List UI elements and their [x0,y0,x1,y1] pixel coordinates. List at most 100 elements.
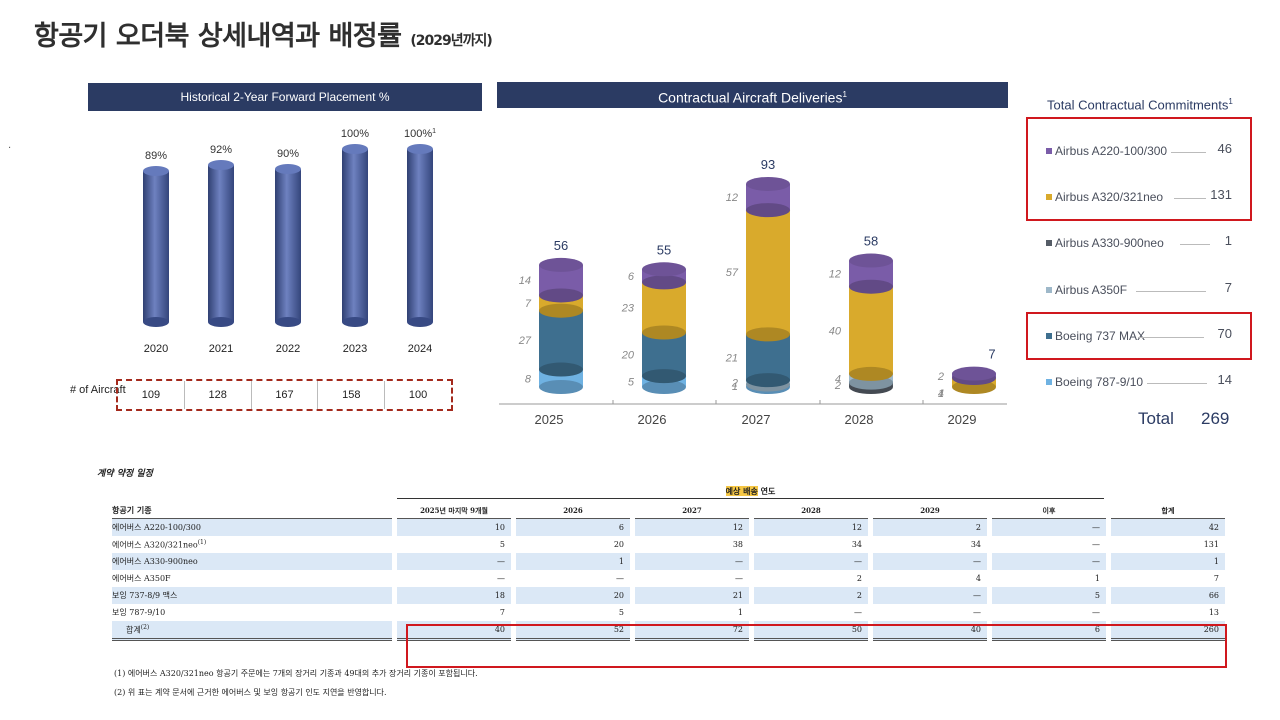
table-cell: 1 [1094,574,1100,583]
deliveries-title-sup: 1 [842,90,847,99]
commitment-swatch [1046,333,1052,339]
table-cell: — [1092,540,1100,549]
aircraft-count-label: # of Aircraft [70,384,126,396]
commitment-value: 46 [1217,141,1232,156]
schedule-header-model: 항공기 기종 [112,503,392,519]
commitment-leader-line [1174,198,1206,199]
delivery-segment-base [642,275,686,290]
schedule-title: 계약 약정 일정 [97,469,153,479]
delivery-segment-label: 40 [829,325,842,337]
delivery-segment-label: 57 [726,267,739,279]
schedule-header-cell: 2026 [516,503,630,519]
table-cell: 5 [618,608,624,617]
commitment-name: Boeing 737 MAX [1055,329,1146,343]
contractual-deliveries-chart: 8277145620255202365520261221571293202724… [499,157,1007,427]
delivery-tick-label: 2028 [845,412,874,427]
commitment-item: Airbus A220-100/300 46 [1046,141,1232,161]
delivery-segment-base [539,380,583,394]
aircraft-count-cell: 100 [408,389,428,401]
aircraft-count-cell: 128 [185,381,252,409]
commitment-swatch [1046,194,1052,200]
hist-tick-label: 2022 [276,343,300,355]
table-row: 에어버스 A220-100/300 10 6 12 12 2 — 42 [112,518,1225,536]
table-cell: 2 [873,518,987,536]
hist-bar-top [342,144,368,154]
schedule-header-cell: 이후 [992,503,1106,519]
delivery-tick-label: 2026 [638,412,667,427]
highlight-box-airbus [1026,117,1252,221]
commitment-value: 14 [1217,372,1232,387]
hist-bar-base [208,317,234,327]
row-model-name: 에어버스 A350F [112,574,171,583]
table-cell: 20 [516,587,630,604]
delivery-total-label: 58 [864,234,878,249]
table-cell: 1 [516,553,630,570]
page-title-main: 항공기 오더북 상세내역과 배정률 [34,21,402,52]
hist-data-label: 89% [145,150,167,162]
commitment-value: 7 [1224,280,1232,295]
hist-bar [342,149,368,322]
delivery-segment-label: 2 [731,377,738,389]
row-model-name: 에어버스 A330-900neo [112,553,392,570]
table-cell: 4 [975,574,981,583]
margin-mark: . [8,140,12,151]
hist-bar [143,171,169,322]
row-model-sup: (1) [197,538,207,546]
delivery-total-label: 93 [761,157,775,172]
page-title: 항공기 오더북 상세내역과 배정률 (2029년까지) [34,14,493,53]
page-title-suffix: (2029년까지) [410,33,492,49]
table-cell: — [873,587,987,604]
hist-bar [275,169,301,322]
delivery-segment-label: 2 [937,371,944,383]
delivery-cylinder-top [849,253,893,268]
delivery-segment-base [849,366,893,381]
delivery-cylinder-top [539,257,583,272]
delivery-segment-label: 12 [829,269,841,281]
hist-data-label: 92% [210,144,232,156]
table-cell: 1 [1111,553,1225,570]
row-model-name: 에어버스 A220-100/300 [112,518,392,536]
commitment-swatch [1046,240,1052,246]
commitment-name: Airbus A350F [1055,283,1128,297]
table-cell: 34 [851,540,862,549]
table-cell: 1 [737,608,743,617]
delivery-segment-base [539,303,583,318]
commitment-value: 131 [1210,187,1232,202]
table-row: 보잉 787-9/10 7 5 1 — — — 13 [112,604,1225,621]
delivery-tick-label: 2029 [948,412,977,427]
commitment-swatch [1046,379,1052,385]
table-cell: 7 [499,608,505,617]
hist-bar-top [275,164,301,174]
hist-bar-top [407,144,433,154]
delivery-total-label: 7 [988,347,995,362]
schedule-header-cell: 2027 [635,503,749,519]
table-cell: 42 [1111,518,1225,536]
hist-bar [208,165,234,322]
row-model-name: 합계(2) [112,621,392,641]
commitments-title: Total Contractual Commitments1 [1047,97,1233,112]
commitment-value: 70 [1217,326,1232,341]
delivery-segment-label: 1 [732,381,738,393]
delivery-segment-base [849,279,893,294]
table-cell: — [616,574,624,583]
table-row: 에어버스 A350F — — — 2 4 1 7 [112,570,1225,587]
hist-tick-label: 2020 [144,343,168,355]
hist-bar-base [407,317,433,327]
delivery-segment-base [642,325,686,340]
table-cell: — [635,553,749,570]
commitment-value: 1 [1224,233,1232,248]
delivery-tick-label: 2027 [742,412,771,427]
table-cell: — [873,553,987,570]
footnote-1: (1) 에어버스 A320/321neo 항공기 주문에는 7개의 장거리 기종… [114,669,478,678]
commitment-leader-line [1136,291,1206,292]
delivery-segment-label: 4 [938,388,944,400]
delivery-segment-label: 1 [938,388,944,400]
commitment-name: Airbus A220-100/300 [1055,144,1168,158]
delivery-cylinder-top [746,176,790,191]
table-cell: — [854,608,862,617]
delivery-segment-base [539,288,583,303]
hist-tick-label: 2021 [209,343,233,355]
row-model-name: 보잉 787-9/10 [112,608,166,617]
table-cell: 34 [970,540,981,549]
hist-bar-base [143,317,169,327]
